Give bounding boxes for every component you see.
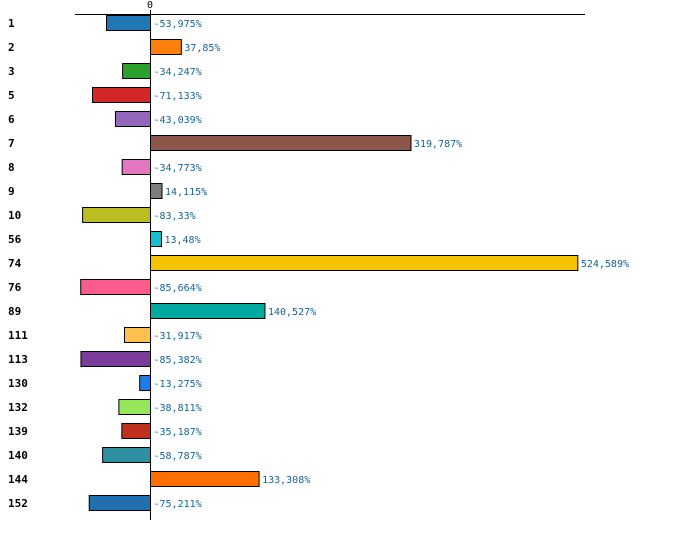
bar-7 [150,135,412,151]
value-label: 319,787% [414,139,462,150]
value-label: 13,48% [164,235,200,246]
bar-76 [80,279,151,295]
value-label: 37,85% [184,43,220,54]
category-label: 3 [8,65,15,78]
bar-89 [150,303,266,319]
value-label: 14,115% [165,187,207,198]
value-label: -85,664% [154,283,202,294]
category-label: 9 [8,185,15,198]
category-label: 1 [8,17,15,30]
category-label: 130 [8,377,28,390]
value-label: -31,917% [154,331,202,342]
bar-113 [80,351,151,367]
value-label: -43,039% [154,115,202,126]
zero-tick-label: 0 [147,0,153,11]
bar-8 [121,159,151,175]
category-label: 7 [8,137,15,150]
value-label: -71,133% [154,91,202,102]
bars-group: 1 -53,975% 2 37,85% 3 -34,247% 5 -71,133% 6 -43,0… [8,15,629,511]
category-label: 8 [8,161,15,174]
category-label: 139 [8,425,28,438]
value-label: -35,187% [154,427,202,438]
value-label: -34,773% [154,163,202,174]
value-label: -83,33% [154,211,196,222]
bar-139 [121,423,151,439]
category-label: 56 [8,233,22,246]
category-label: 111 [8,329,28,342]
category-label: 140 [8,449,28,462]
category-label: 89 [8,305,21,318]
bar-10 [82,207,151,223]
value-label: 524,589% [581,259,629,270]
bar-6 [114,111,151,127]
bar-152 [88,495,151,511]
category-label: 76 [8,281,22,294]
bar-5 [92,87,152,103]
bar-74 [150,255,579,271]
bar-140 [102,447,151,463]
value-label: 140,527% [268,307,316,318]
bar-132 [118,399,151,415]
value-label: -13,275% [154,379,202,390]
value-label: -85,382% [154,355,202,366]
value-label: -53,975% [154,19,202,30]
value-label: -38,811% [154,403,202,414]
bar-1 [106,15,152,31]
value-label: -75,211% [154,499,202,510]
category-label: 144 [8,473,28,486]
bar-3 [122,63,151,79]
category-label: 2 [8,41,15,54]
bar-130 [139,375,152,391]
bar-2 [150,39,182,55]
category-label: 74 [8,257,22,270]
bar-144 [150,471,260,487]
category-label: 10 [8,209,21,222]
category-label: 6 [8,113,15,126]
value-label: -34,247% [154,67,202,78]
category-label: 132 [8,401,28,414]
category-label: 152 [8,497,28,510]
bar-111 [124,327,151,343]
category-label: 5 [8,89,15,102]
bar-56 [150,231,162,247]
category-label: 113 [8,353,28,366]
bar-9 [150,183,163,199]
value-label: 133,308% [262,475,310,486]
value-label: -58,787% [154,451,202,462]
